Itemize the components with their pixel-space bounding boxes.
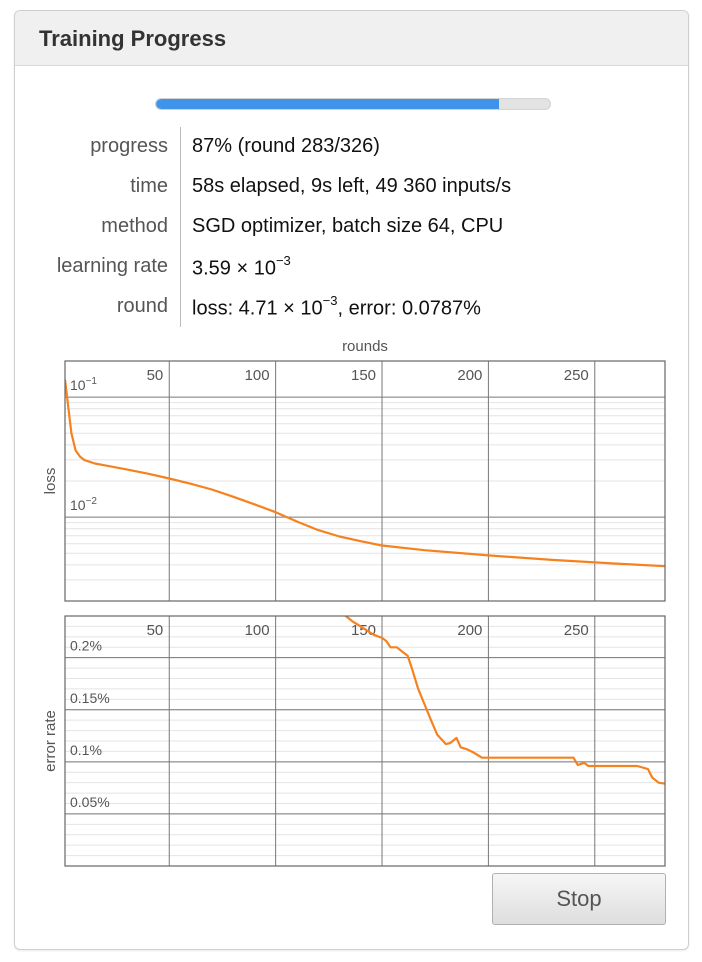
info-label-method: method [101, 215, 168, 237]
y-tick-exponent: −2 [86, 496, 98, 507]
plot-frame [64, 615, 666, 867]
progress-bar [155, 98, 551, 110]
info-value-learning-rate: 3.59 × 10−3 [192, 253, 291, 281]
y-tick-label: 0.05% [70, 794, 110, 810]
y-axis-label: error rate [42, 710, 59, 772]
info-row-time: time 58s elapsed, 9s left, 49 360 inputs… [15, 167, 688, 207]
x-tick-label: 200 [457, 622, 482, 639]
x-tick-label: 50 [147, 622, 164, 639]
training-progress-panel: Training Progress progress 87% (round 28… [14, 10, 689, 950]
round-error-text: , error: 0.0787% [337, 297, 481, 320]
panel-header: Training Progress [15, 11, 688, 66]
plot-frame [64, 360, 666, 602]
progress-bar-fill [156, 99, 499, 109]
y-axis-label: loss [42, 468, 59, 495]
x-tick-label: 150 [351, 367, 376, 384]
round-loss-exponent: −3 [322, 293, 338, 308]
y-tick-exponent: −1 [86, 376, 98, 387]
y-tick-label: 0.15% [70, 690, 110, 706]
info-value-round: loss: 4.71 × 10−3, error: 0.0787% [192, 293, 481, 321]
info-row-round: round loss: 4.71 × 10−3, error: 0.0787% [15, 287, 688, 327]
y-tick-label: 0.1% [70, 742, 102, 758]
x-axis-label: rounds [342, 338, 388, 355]
y-tick-label: 0.2% [70, 638, 102, 654]
series-line [65, 379, 665, 568]
x-tick-label: 250 [564, 367, 589, 384]
error-rate-chart: 0.05% 0.1% 0.15% 0.2% 50 100 150 200 250 error ra… [42, 615, 666, 867]
info-label-learning-rate: learning rate [56, 255, 168, 277]
stop-button[interactable]: Stop [492, 873, 666, 925]
x-tick-label: 50 [147, 367, 164, 384]
info-row-progress: progress 87% (round 283/326) [15, 127, 688, 167]
info-divider [180, 127, 181, 327]
info-value-method: SGD optimizer, batch size 64, CPU [192, 215, 504, 237]
x-tick-label: 150 [351, 622, 376, 639]
info-label-progress: progress [90, 135, 168, 157]
info-value-progress: 87% (round 283/326) [192, 135, 380, 157]
info-label-round: round [116, 295, 168, 317]
x-tick-label: 200 [457, 367, 482, 384]
x-tick-label: 100 [245, 622, 270, 639]
panel-title: Training Progress [39, 26, 227, 51]
info-row-learning-rate: learning rate 3.59 × 10−3 [15, 247, 688, 287]
info-row-method: method SGD optimizer, batch size 64, CPU [15, 207, 688, 247]
round-loss-mantissa: loss: 4.71 × 10 [192, 297, 323, 320]
info-label-time: time [130, 175, 168, 197]
series-line [342, 616, 665, 785]
x-tick-label: 250 [564, 622, 589, 639]
learning-rate-mantissa: 3.59 × 10 [192, 257, 276, 280]
learning-rate-exponent: −3 [275, 253, 291, 268]
x-tick-label: 100 [245, 367, 270, 384]
info-value-time: 58s elapsed, 9s left, 49 360 inputs/s [192, 175, 512, 197]
